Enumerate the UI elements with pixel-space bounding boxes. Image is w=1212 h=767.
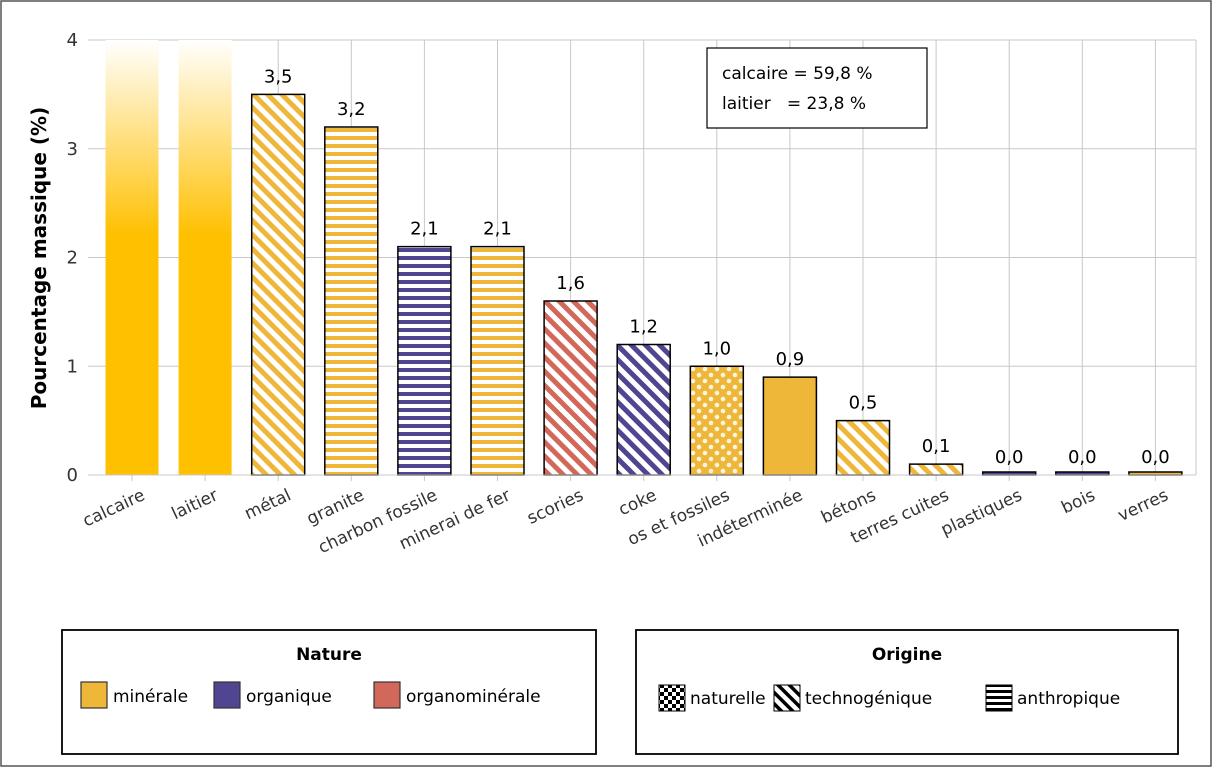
bar-granite xyxy=(324,126,379,476)
legend-origine-label: naturelle xyxy=(690,689,766,709)
y-ticks: 0 1 2 3 4 xyxy=(67,30,78,486)
legend-nature: Nature minérale organique organominérale xyxy=(61,629,597,755)
value-label: 0,5 xyxy=(849,393,878,414)
bar-métal xyxy=(250,93,306,476)
value-label: 0,0 xyxy=(1141,447,1170,468)
legend-swatch xyxy=(213,681,241,709)
value-label: 3,5 xyxy=(264,66,293,87)
bar-minerai-de-fer xyxy=(470,245,525,476)
value-labels: 3,5 3,2 2,1 2,1 1,6 1,2 1,0 0,9 0,5 0,1 0,0 0,0 0,0 xyxy=(264,66,1170,468)
value-label: 2,1 xyxy=(410,219,439,240)
y-tick-label: 4 xyxy=(67,30,78,51)
legend-swatch xyxy=(658,684,686,712)
y-tick-label: 0 xyxy=(67,465,78,486)
y-tick-label: 1 xyxy=(67,356,78,377)
value-label: 0,1 xyxy=(922,436,951,457)
value-label: 0,0 xyxy=(1068,447,1097,468)
bar-laitier xyxy=(178,40,232,475)
legend-nature-label: organique xyxy=(246,687,332,707)
bar-os-et-fossiles xyxy=(689,365,745,476)
value-label: 0,9 xyxy=(776,349,805,370)
value-label: 0,0 xyxy=(995,447,1024,468)
legend-nature-title: Nature xyxy=(296,645,362,665)
annotation-line-calcaire: calcaire = 59,8 % xyxy=(722,64,873,84)
legend-swatch xyxy=(80,681,108,709)
legend-nature-label: organominérale xyxy=(406,687,541,707)
bar-charbon-fossile xyxy=(397,245,452,476)
y-axis-label: Pourcentage massique (%) xyxy=(27,107,51,409)
legend-swatch xyxy=(373,681,401,709)
legend-origine-label: technogénique xyxy=(805,689,932,709)
legend-swatch xyxy=(985,684,1013,712)
legend-origine-label: anthropique xyxy=(1017,689,1120,709)
value-label: 3,2 xyxy=(337,99,366,120)
legend-origine-title: Origine xyxy=(872,645,942,665)
annotation-box: calcaire = 59,8 % laitier = 23,8 % xyxy=(706,47,928,129)
legend-origine: Origine naturelle technogénique anthropiqu… xyxy=(635,629,1179,755)
bar-scories xyxy=(543,300,598,476)
value-label: 1,0 xyxy=(702,338,731,359)
value-label: 2,1 xyxy=(483,219,512,240)
bar-indéterminée xyxy=(762,376,818,476)
bar-calcaire xyxy=(105,40,159,475)
legend-nature-label: minérale xyxy=(113,687,188,707)
legend-swatch xyxy=(773,684,801,712)
value-label: 1,2 xyxy=(629,317,658,338)
bar-coke xyxy=(616,343,671,476)
bar-bétons xyxy=(835,419,891,476)
bars xyxy=(88,40,1196,476)
y-tick-label: 2 xyxy=(67,248,78,269)
annotation-line-laitier: laitier = 23,8 % xyxy=(722,94,866,114)
y-tick-label: 3 xyxy=(67,139,78,160)
bar-terres-cuites xyxy=(908,463,964,476)
value-label: 1,6 xyxy=(556,273,585,294)
